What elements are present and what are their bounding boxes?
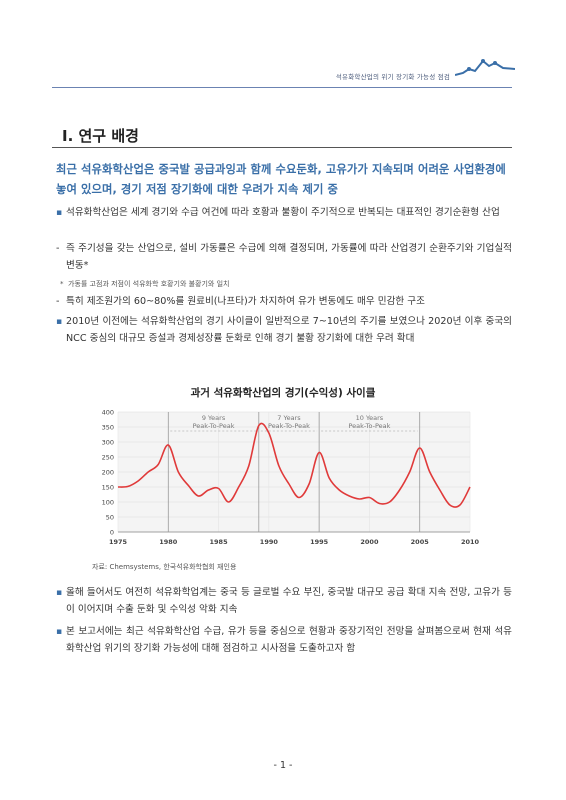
paragraph-text: 석유화학산업은 세계 경기와 수급 여건에 따라 호황과 불황이 주기적으로 반… — [66, 207, 500, 218]
y-tick-label: 0 — [110, 529, 114, 537]
bullet-paragraph-4: ▪ 본 보고서에는 최근 석유화학산업 수급, 유가 등을 중심으로 현황과 중… — [56, 624, 512, 657]
y-tick-label: 350 — [102, 424, 114, 432]
peak-annotation-label: Peak-To-Peak — [348, 422, 390, 430]
x-tick-label: 1980 — [159, 538, 178, 546]
cycle-series-line — [117, 422, 471, 508]
paragraph-text: 올해 들어서도 여전히 석유화학업계는 중국 등 글로벌 수요 부진, 중국발 … — [66, 587, 512, 615]
y-tick-label: 250 — [102, 454, 114, 462]
paragraph-text: 본 보고서에는 최근 석유화학산업 수급, 유가 등을 중심으로 현황과 중장기… — [66, 626, 512, 654]
peak-annotation-years: 9 Years — [202, 414, 226, 422]
bullet-marker: ▪ — [56, 627, 63, 637]
footnote-text: 가동률 고점과 저점이 석유화학 호황기와 불황기와 일치 — [68, 280, 230, 288]
y-tick-label: 300 — [102, 439, 114, 447]
dash-marker: - — [56, 296, 60, 307]
page-number: - 1 - — [273, 760, 293, 771]
peak-annotation-label: Peak-To-Peak — [268, 422, 310, 430]
mountain-logo-icon — [455, 59, 515, 76]
cycle-line-chart: 0 50 100 150 200 250 300 350 400 1975 1980 1985 1990… — [102, 409, 480, 547]
bullet-marker: ▪ — [56, 317, 63, 327]
y-tick-label: 100 — [102, 499, 114, 507]
summary-text: 최근 석유화학산업은 중국발 공급과잉과 함께 수요둔화, 고유가가 지속되며 … — [56, 163, 506, 196]
y-tick-label: 400 — [102, 409, 114, 417]
dash-paragraph-1: - 즉 주기성을 갖는 산업으로, 설비 가동률은 수급에 의해 결정되며, 가… — [56, 241, 512, 274]
x-tick-label: 1985 — [210, 538, 229, 546]
dash-marker: - — [56, 243, 60, 254]
bullet-marker: ▪ — [56, 588, 63, 598]
x-tick-label: 2000 — [360, 538, 379, 546]
chart-title: 과거 석유화학산업의 경기(수익성) 사이클 — [190, 387, 376, 399]
peak-annotation-years: 7 Years — [277, 414, 301, 422]
y-tick-label: 200 — [102, 469, 114, 477]
section-rule — [52, 147, 512, 148]
x-tick-label: 1995 — [310, 538, 329, 546]
header-rule — [52, 87, 512, 88]
bullet-paragraph-2: ▪ 2010년 이전에는 석유화학산업의 경기 사이클이 일반적으로 7~10년… — [56, 314, 512, 347]
star-marker: * — [60, 280, 64, 288]
peak-annotation-years: 10 Years — [356, 414, 384, 422]
x-tick-label: 2010 — [461, 538, 480, 546]
bullet-marker: ▪ — [56, 208, 63, 218]
running-header: 석유화학산업의 위기 장기화 가능성 점검 — [335, 73, 450, 81]
paragraph-text: 특히 제조원가의 60~80%를 원료비(나프타)가 차지하여 유가 변동에도 … — [66, 296, 425, 307]
x-tick-label: 1975 — [109, 538, 128, 546]
paragraph-text: 즉 주기성을 갖는 산업으로, 설비 가동률은 수급에 의해 결정되며, 가동률… — [66, 243, 512, 271]
bullet-paragraph-3: ▪ 올해 들어서도 여전히 석유화학업계는 중국 등 글로벌 수요 부진, 중국… — [56, 585, 512, 618]
section-title: Ⅰ. 연구 배경 — [62, 127, 139, 145]
peak-annotation-label: Peak-To-Peak — [193, 422, 235, 430]
y-tick-label: 50 — [106, 514, 114, 522]
bullet-paragraph-1: ▪ 석유화학산업은 세계 경기와 수급 여건에 따라 호황과 불황이 주기적으로… — [56, 205, 512, 222]
dash-paragraph-2: - 특히 제조원가의 60~80%를 원료비(나프타)가 차지하여 유가 변동에… — [56, 294, 512, 311]
x-tick-label: 1990 — [260, 538, 279, 546]
chart-source: 자료: Chemsystems, 한국석유화학협회 재인용 — [92, 563, 237, 571]
y-tick-label: 150 — [102, 484, 114, 492]
x-tick-label: 2005 — [411, 538, 430, 546]
footnote: * 가동률 고점과 저점이 석유화학 호황기와 불황기와 일치 — [56, 278, 512, 290]
paragraph-text: 2010년 이전에는 석유화학산업의 경기 사이클이 일반적으로 7~10년의 … — [66, 316, 512, 344]
